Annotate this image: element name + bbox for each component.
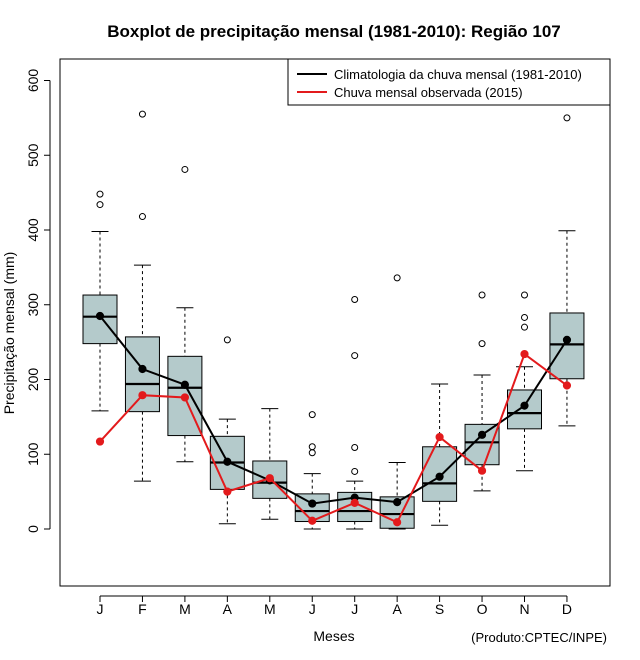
series-line (99, 315, 568, 505)
series-point (350, 498, 359, 507)
x-tick-label: N (519, 601, 529, 617)
legend-label-climatologia: Climatologia da chuva mensal (1981-2010) (334, 67, 582, 82)
outlier-point (351, 444, 359, 452)
series-point (562, 381, 572, 390)
x-tick-label: A (392, 601, 402, 617)
series-point (95, 311, 105, 321)
series-point (308, 516, 317, 525)
outlier-point (563, 114, 571, 122)
legend-box (287, 58, 611, 106)
y-tick-label: 200 (25, 368, 41, 392)
outlier-point (308, 443, 316, 451)
box-1 (82, 190, 118, 412)
outlier-point (351, 352, 359, 360)
series-point (435, 472, 444, 481)
series-point (435, 432, 444, 442)
y-tick-label: 600 (25, 69, 41, 93)
legend-label-observada: Chuva mensal observada (2015) (334, 85, 523, 100)
y-tick-label: 300 (25, 293, 41, 317)
outlier-point (138, 110, 146, 118)
box-12 (549, 114, 585, 427)
series-layer (95, 311, 572, 527)
outlier-point (351, 467, 359, 475)
box-5 (252, 408, 288, 520)
series-point (393, 497, 402, 507)
outlier-point (138, 213, 146, 221)
outlier-point (223, 336, 231, 344)
plot-area (59, 58, 611, 587)
series-point (477, 430, 487, 439)
series-point (138, 391, 147, 400)
box-4 (209, 336, 245, 525)
y-tick-label: 100 (25, 442, 41, 466)
series-point (95, 437, 105, 446)
x-axis-label: Meses (313, 628, 354, 644)
box-iqr (549, 312, 585, 380)
credit-text: (Produto:CPTEC/INPE) (471, 630, 607, 645)
x-tick-label: S (435, 601, 444, 617)
x-tick-label: D (562, 601, 572, 617)
series-point (477, 466, 487, 475)
series-point (223, 487, 232, 496)
series-line (99, 352, 568, 524)
series-point (520, 349, 529, 359)
y-tick-label: 0 (25, 525, 41, 533)
box-iqr (464, 423, 500, 466)
series-point (138, 364, 147, 374)
outlier-point (521, 291, 528, 299)
series-point (308, 499, 317, 508)
series-point (180, 393, 189, 402)
boxes-layer (82, 110, 585, 530)
x-tick-label: J (309, 601, 316, 617)
series-point (223, 457, 232, 466)
outlier-point (96, 190, 104, 198)
x-tick-label: M (179, 601, 191, 617)
y-axis-label: Precipitação mensal (mm) (1, 252, 17, 415)
y-axis: 0 100 200 300 400 500 600 (25, 69, 51, 533)
outlier-point (96, 201, 104, 209)
x-tick-label: F (138, 601, 147, 617)
outlier-point (521, 323, 528, 331)
x-tick-label: O (477, 601, 488, 617)
outlier-point (478, 291, 486, 299)
series-point (520, 401, 529, 410)
series-point (393, 518, 402, 527)
box-8 (379, 274, 415, 530)
outlier-point (308, 411, 316, 419)
series-observada (95, 349, 572, 527)
series-point (180, 380, 189, 389)
outlier-point (181, 165, 189, 173)
outlier-point (478, 340, 486, 348)
series-point (265, 474, 274, 483)
y-tick-label: 400 (25, 218, 41, 242)
outlier-point (393, 274, 401, 282)
x-tick-label: J (351, 601, 358, 617)
x-tick-label: M (264, 601, 276, 617)
series-point (562, 335, 572, 344)
y-tick-label: 500 (25, 143, 41, 167)
x-tick-label: J (97, 601, 104, 617)
outlier-point (521, 313, 528, 321)
outlier-point (351, 296, 359, 304)
chart-title: Boxplot de precipitação mensal (1981-201… (107, 22, 561, 41)
outlier-point (308, 449, 316, 457)
box-6 (294, 411, 330, 530)
x-tick-label: A (223, 601, 233, 617)
box-2 (124, 110, 160, 482)
box-3 (167, 165, 203, 463)
legend: Climatologia da chuva mensal (1981-2010)… (287, 58, 611, 106)
box-9 (422, 383, 458, 526)
box-11 (507, 291, 542, 472)
